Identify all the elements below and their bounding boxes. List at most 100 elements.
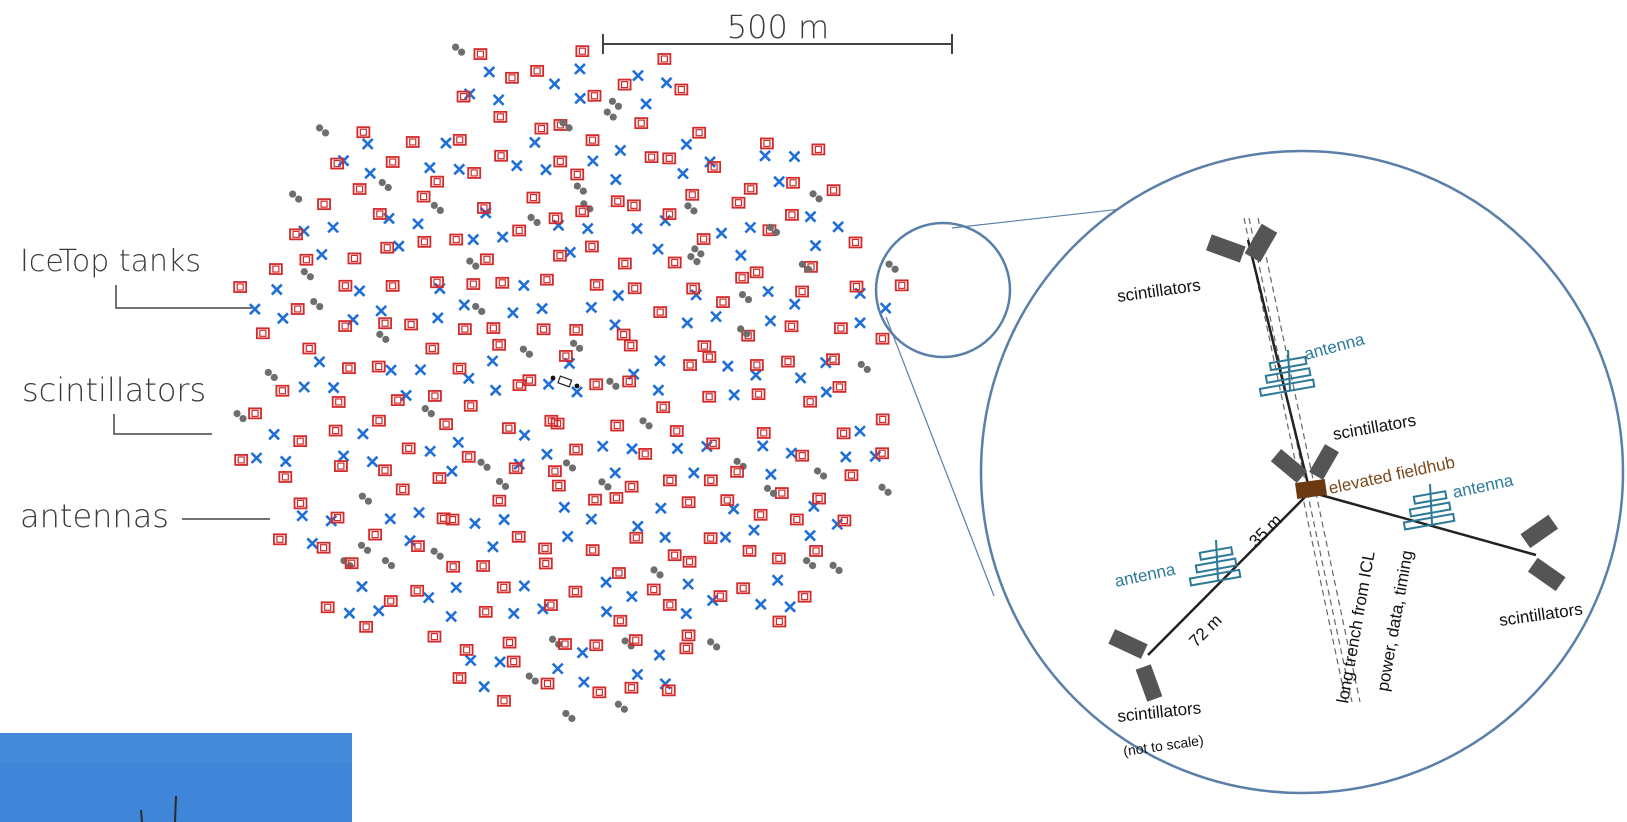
antenna-marker — [458, 299, 471, 311]
scintillator-marker — [568, 585, 583, 598]
scintillator-marker — [826, 184, 841, 197]
scintillator-marker — [553, 249, 567, 262]
antenna-marker — [440, 137, 452, 149]
antenna-marker — [820, 386, 833, 399]
antenna-marker — [507, 306, 519, 319]
icetop-tank-marker — [885, 260, 899, 273]
scintillator-marker — [401, 442, 416, 455]
scintillator-marker — [706, 437, 721, 450]
scintillator-marker — [508, 462, 523, 475]
scintillator-marker — [293, 497, 308, 510]
icetop-tank-marker — [562, 709, 576, 723]
scintillator-marker — [849, 280, 864, 293]
antenna-marker — [771, 574, 784, 587]
scintillator-marker — [832, 381, 847, 393]
scintillator-marker — [449, 233, 464, 246]
scintillator-marker — [623, 339, 638, 352]
antenna-marker — [270, 283, 283, 296]
scintillator-marker — [696, 233, 711, 245]
antenna-marker — [784, 600, 797, 613]
scintillator-marker — [720, 494, 735, 507]
scintillator-marker — [833, 322, 848, 335]
antenna-marker — [313, 355, 326, 368]
scintillator-marker — [293, 435, 308, 448]
scintillator-marker — [559, 350, 573, 362]
antenna-marker — [879, 302, 892, 315]
scintillator-marker — [628, 634, 643, 647]
scintillator-marker — [617, 257, 632, 270]
antenna-marker — [518, 429, 531, 442]
antenna-marker — [804, 210, 817, 223]
station — [538, 478, 612, 557]
scintillator-marker — [786, 176, 800, 189]
scintillator-marker — [624, 480, 639, 493]
icetop-tank-marker — [606, 377, 620, 390]
antenna-marker — [343, 607, 356, 620]
scintillator-marker — [784, 320, 799, 333]
antenna-marker — [422, 591, 435, 604]
antenna-marker — [494, 656, 507, 668]
antenna-marker — [721, 360, 734, 373]
scintillator-marker — [445, 513, 460, 526]
station — [736, 552, 817, 628]
scintillator-marker — [233, 281, 248, 293]
scintillator-marker — [522, 374, 537, 387]
antenna-marker — [414, 363, 427, 376]
antenna-marker — [445, 610, 458, 623]
antenna-marker — [809, 239, 822, 252]
scintillator-marker — [589, 639, 604, 652]
icetop-tank-marker — [608, 97, 623, 110]
scintillator-panel-center — [1270, 444, 1339, 484]
scintillator-marker — [290, 303, 305, 315]
scintillator-marker — [273, 533, 287, 546]
scintillator-marker — [774, 487, 789, 499]
antenna-marker — [450, 581, 463, 594]
icetop-tank-marker — [527, 213, 541, 227]
antenna-marker — [268, 428, 281, 441]
scintillator-marker — [512, 224, 527, 237]
antenna-marker — [631, 222, 643, 235]
antenna-marker — [626, 442, 638, 455]
scintillator-marker — [463, 399, 478, 412]
antenna-marker — [392, 240, 405, 253]
antenna-marker — [453, 163, 466, 176]
icetop-tank-marker — [559, 119, 573, 132]
station — [624, 480, 696, 579]
icetop-tank-marker — [477, 458, 491, 471]
scintillator-marker — [646, 583, 661, 596]
scintillator-marker — [585, 240, 599, 253]
station — [233, 263, 314, 340]
station — [653, 282, 753, 353]
scintillator-marker — [356, 126, 371, 139]
scintillator-marker — [452, 672, 467, 684]
scintillator-marker — [495, 276, 510, 289]
scintillator-marker — [330, 157, 345, 170]
antenna-marker — [627, 368, 640, 381]
icetop-tank-marker — [766, 223, 781, 236]
antenna-marker — [248, 303, 261, 316]
station — [371, 330, 442, 406]
scintillator-marker — [753, 508, 768, 521]
antenna-marker — [762, 285, 775, 298]
antenna-marker — [715, 227, 728, 240]
station — [401, 405, 476, 484]
station — [310, 279, 400, 332]
station — [328, 414, 392, 505]
antenna-marker — [507, 607, 520, 620]
antenna-marker — [510, 159, 523, 172]
antenna-marker — [452, 436, 465, 449]
scintillator-marker — [493, 110, 508, 123]
antenna-marker — [576, 646, 589, 659]
scintillator-marker — [478, 605, 493, 618]
scintillator-panel-right — [1520, 514, 1566, 592]
scintillator-marker — [372, 208, 387, 220]
scintillator-marker — [538, 557, 553, 570]
antenna-marker — [744, 221, 757, 234]
scintillator-marker — [530, 64, 545, 77]
antenna-marker — [372, 604, 385, 617]
scintillator-marker — [380, 241, 395, 254]
scintillator-marker — [713, 590, 728, 602]
scintillator-marker — [795, 449, 810, 462]
icetop-tank-marker — [598, 478, 612, 491]
scintillator-marker — [585, 134, 600, 147]
